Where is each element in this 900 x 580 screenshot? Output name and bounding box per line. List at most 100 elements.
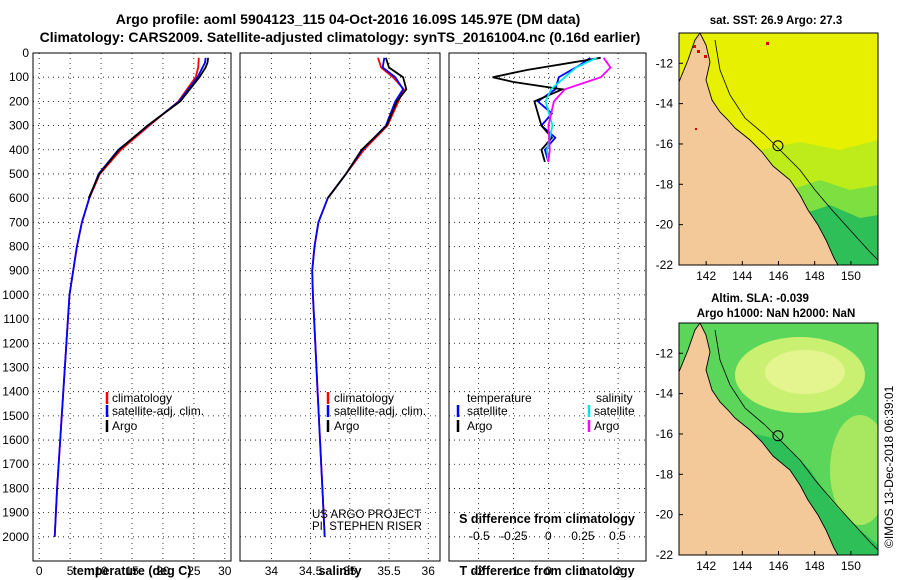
- sla-map: Altim. SLA: -0.039 Argo h1000: NaN h2000…: [656, 293, 879, 573]
- temperature-panel: 0100200300400500600700800900100011001200…: [2, 46, 232, 578]
- x-tick-label: 20: [156, 564, 170, 578]
- sla-high-patch-south: [830, 415, 878, 525]
- depth-tick-label: 100: [9, 70, 29, 84]
- imos-timestamp: ©IMOS 13-Dec-2018 06:39:01: [882, 385, 896, 548]
- depth-tick-label: 800: [9, 240, 29, 254]
- series-line-argo: [327, 57, 408, 199]
- sla-map-title-line2: Argo h1000: NaN h2000: NaN: [697, 308, 856, 320]
- depth-tick-label: 600: [9, 191, 29, 205]
- depth-tick-label: 0: [22, 46, 29, 60]
- salinity-legend: climatology satellite-adj. clim. Argo: [326, 391, 426, 433]
- difference-plot-frame: [448, 52, 647, 562]
- x-tick-label: 30: [218, 564, 232, 578]
- lon-tick-label: 142: [696, 559, 716, 573]
- sst-flag-pixel: [693, 45, 696, 48]
- lon-tick-label: 142: [696, 269, 716, 283]
- sst-flag-pixel: [766, 42, 769, 45]
- salinity-series: [311, 57, 408, 537]
- lat-tick-label: -22: [656, 548, 674, 562]
- legend-label-argo: Argo: [334, 419, 360, 433]
- credit-pi: PI: STEPHEN RISER: [312, 521, 422, 533]
- depth-tick-label: 300: [9, 119, 29, 133]
- temperature-axis-title: temperature (deg C): [73, 564, 192, 578]
- x-tick-label: 15: [125, 564, 139, 578]
- depth-tick-label: 700: [9, 215, 29, 229]
- salinity-diff-tick-label: 0: [545, 529, 552, 543]
- lat-tick-label: -14: [656, 387, 674, 401]
- x-tick-label: 0: [545, 564, 552, 578]
- x-tick-label: 5: [67, 564, 74, 578]
- depth-tick-label: 1100: [3, 312, 29, 326]
- salinity-diff-tick-label: 0.5: [609, 529, 626, 543]
- sst-map: sat. SST: 26.9 Argo: 27.3 142 144 146 148 15…: [656, 15, 879, 283]
- lat-tick-label: -16: [656, 137, 674, 151]
- salinity-axis-labels: 34 34.5 35 35.5 36: [265, 564, 436, 578]
- credit-project: US ARGO PROJECT: [312, 509, 421, 521]
- sst-flag-pixel: [695, 128, 697, 130]
- lat-tick-label: -12: [656, 346, 674, 360]
- series-line-argo: [87, 57, 209, 199]
- x-tick-label: 10: [94, 564, 108, 578]
- x-tick-label: 36: [422, 564, 436, 578]
- legend-title-temperature: temperature: [467, 391, 532, 405]
- sst-latitude-labels: -12 -14 -16 -18 -20 -22: [656, 56, 683, 272]
- salinity-difference-axis-labels: -0.5 -0.25 0 0.25 0.5: [469, 529, 626, 543]
- depth-tick-label: 1800: [2, 481, 29, 495]
- lon-tick-label: 148: [805, 269, 825, 283]
- sst-longitude-labels: 142 144 146 148 150: [696, 261, 861, 283]
- depth-tick-label: 400: [9, 143, 29, 157]
- series-line-salinity-satellite: [544, 56, 598, 163]
- salinity-diff-tick-label: 0.25: [571, 529, 595, 543]
- lat-tick-label: -22: [656, 258, 674, 272]
- depth-tick-label: 200: [9, 94, 29, 108]
- x-tick-label: 25: [187, 564, 201, 578]
- depth-tick-label: 1900: [2, 506, 29, 520]
- lat-tick-label: -16: [656, 427, 674, 441]
- depth-tick-label: 1200: [2, 336, 29, 350]
- temperature-difference-axis-title: T difference from climatology: [459, 564, 634, 578]
- salinity-difference-axis-title: S difference from climatology: [459, 512, 635, 526]
- sst-flag-pixel: [704, 55, 707, 58]
- lon-tick-label: 150: [841, 559, 861, 573]
- figure-title-line1: Argo profile: aoml 5904123_115 04-Oct-20…: [116, 11, 581, 27]
- x-tick-label: 0: [36, 564, 43, 578]
- legend-label-temp-argo: Argo: [467, 419, 493, 433]
- x-tick-label: -1: [508, 564, 519, 578]
- temperature-legend: climatology satellite-adj. clim. Argo: [105, 391, 204, 433]
- lat-tick-label: -20: [656, 508, 674, 522]
- figure-title-line2: Climatology: CARS2009. Satellite-adjuste…: [40, 29, 641, 45]
- sla-argo-location-marker: [772, 430, 784, 442]
- x-tick-label: 1: [580, 564, 587, 578]
- x-tick-label: 34.5: [299, 564, 323, 578]
- lat-tick-label: -14: [656, 97, 674, 111]
- x-tick-label: 35: [343, 564, 357, 578]
- legend-label-satellite-adj: satellite-adj. clim.: [112, 404, 204, 418]
- depth-tick-label: 1000: [2, 288, 29, 302]
- salinity-plot-frame: [239, 52, 441, 562]
- depth-axis-labels: 0 100 200 300 400 500 600 700 800 900 1000 1100 1200…: [2, 46, 29, 544]
- depth-tick-label: 1300: [2, 360, 29, 374]
- lat-tick-label: -20: [656, 218, 674, 232]
- x-tick-label: 35.5: [377, 564, 401, 578]
- series-line-satellite-adj-clim-: [311, 57, 405, 537]
- sla-high-core: [765, 350, 845, 394]
- lon-tick-label: 144: [732, 269, 752, 283]
- legend-label-sal-satellite: satellite: [594, 404, 635, 418]
- series-line-salinity-argo: [547, 57, 612, 163]
- legend-title-salinity: salinity: [596, 391, 633, 405]
- temperature-difference-axis-labels: -2 -1 0 1 2: [473, 564, 621, 578]
- lon-tick-label: 144: [732, 559, 752, 573]
- depth-tick-label: 2000: [2, 530, 29, 544]
- depth-tick-label: 1600: [2, 433, 29, 447]
- salinity-diff-tick-label: -0.25: [500, 529, 528, 543]
- temperature-grid: [33, 52, 231, 561]
- lon-tick-label: 150: [841, 269, 861, 283]
- sst-argo-location-marker: [772, 140, 784, 152]
- x-tick-label: 2: [615, 564, 622, 578]
- series-line-satellite-adj-clim-: [53, 57, 207, 537]
- legend-label-satellite-adj: satellite-adj. clim.: [334, 404, 426, 418]
- legend-label-climatology: climatology: [112, 391, 172, 405]
- temperature-series: [53, 57, 209, 537]
- difference-panel: -2 -1 0 1 2 -0.5 -0.25 0 0.25 0.5 temperature sa…: [448, 52, 647, 578]
